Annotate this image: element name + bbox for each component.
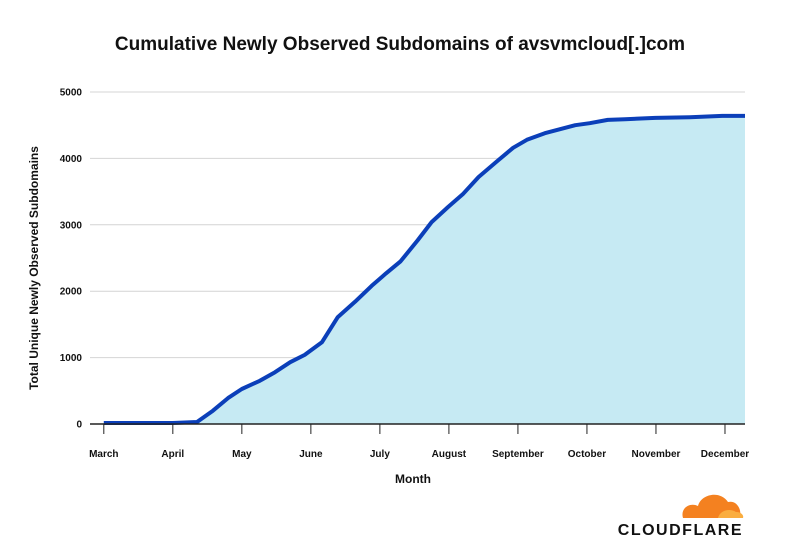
- x-tick-label: December: [701, 449, 749, 460]
- y-tick-label: 5000: [60, 88, 83, 99]
- logo-cloud-small: [718, 510, 744, 518]
- x-tick-label: March: [89, 449, 118, 460]
- chart-title: Cumulative Newly Observed Subdomains of …: [115, 34, 685, 55]
- y-tick-label: 4000: [60, 154, 83, 165]
- x-tick-label: November: [632, 449, 681, 460]
- y-tick-label: 0: [76, 420, 82, 431]
- y-tick-label: 1000: [60, 353, 83, 364]
- x-tick-label: June: [299, 449, 323, 460]
- x-axis-label: Month: [395, 472, 431, 486]
- logo-text: CLOUDFLARE: [618, 522, 743, 539]
- y-tick-label: 3000: [60, 220, 83, 231]
- logo: CLOUDFLARE: [618, 494, 744, 539]
- line: [103, 113, 745, 425]
- x-tick-label: August: [432, 449, 467, 460]
- x-tick-label: September: [492, 449, 544, 460]
- area-fill: [103, 115, 746, 425]
- x-tick-label: July: [370, 449, 390, 460]
- y-tick-label: 2000: [60, 287, 83, 298]
- x-tick-label: April: [161, 449, 184, 460]
- x-tick-label: May: [232, 449, 252, 460]
- x-tick-label: October: [568, 449, 606, 460]
- y-axis-label: Total Unique Newly Observed Subdomains: [27, 146, 41, 390]
